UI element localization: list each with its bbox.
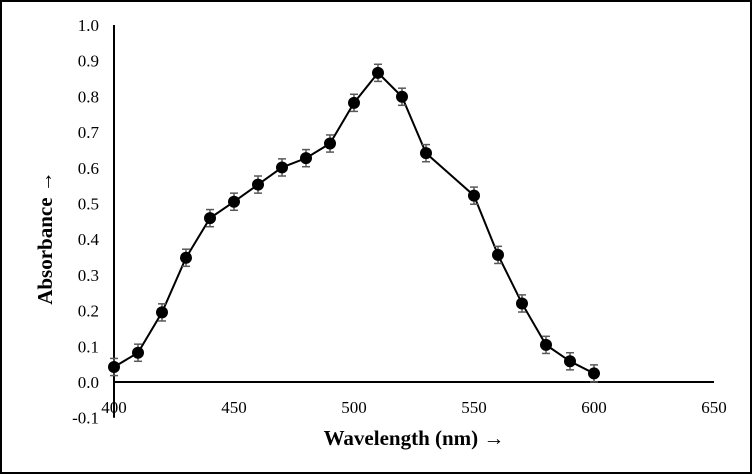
y-tick-label: 0.2 bbox=[78, 302, 99, 321]
data-point bbox=[516, 297, 528, 310]
y-tick-label: 0.3 bbox=[78, 266, 99, 285]
x-tick-label: 550 bbox=[461, 398, 487, 417]
y-tick-label: 0.5 bbox=[78, 195, 99, 214]
data-point bbox=[156, 306, 168, 319]
series-line bbox=[113, 71, 595, 375]
data-point bbox=[588, 367, 600, 380]
data-point bbox=[324, 137, 336, 150]
y-tick-label: 0.9 bbox=[78, 52, 99, 71]
x-tick-label: 600 bbox=[581, 398, 607, 417]
data-point bbox=[108, 361, 120, 374]
y-tick-label: -0.1 bbox=[72, 409, 99, 428]
y-tick-label: 0.1 bbox=[78, 337, 99, 356]
x-axis-title: Wavelength (nm) → bbox=[324, 426, 505, 450]
data-point bbox=[564, 355, 576, 368]
y-tick-label: 0.7 bbox=[78, 123, 100, 142]
data-point bbox=[492, 248, 504, 261]
y-tick-label: 0.8 bbox=[78, 87, 99, 106]
x-tick-label: 500 bbox=[341, 398, 367, 417]
data-point bbox=[372, 66, 384, 79]
data-point bbox=[396, 90, 408, 103]
data-point bbox=[300, 152, 312, 165]
y-tick-label: 0.6 bbox=[78, 159, 99, 178]
data-point bbox=[348, 96, 360, 109]
data-point bbox=[468, 189, 480, 202]
data-point bbox=[420, 147, 432, 160]
data-point bbox=[228, 195, 240, 208]
data-point bbox=[132, 346, 144, 359]
y-tick-label: 1.0 bbox=[78, 16, 99, 35]
y-tick-label: 0.0 bbox=[78, 373, 99, 392]
x-tick-label: 450 bbox=[221, 398, 247, 417]
data-point bbox=[252, 178, 264, 191]
y-axis-title: Absorbance → bbox=[33, 171, 57, 305]
data-point bbox=[276, 161, 288, 174]
data-point bbox=[180, 251, 192, 264]
data-point bbox=[204, 212, 216, 225]
data-point bbox=[540, 338, 552, 351]
y-tick-label: 0.4 bbox=[78, 230, 100, 249]
x-tick-label: 650 bbox=[701, 398, 727, 417]
x-tick-label: 400 bbox=[101, 398, 127, 417]
